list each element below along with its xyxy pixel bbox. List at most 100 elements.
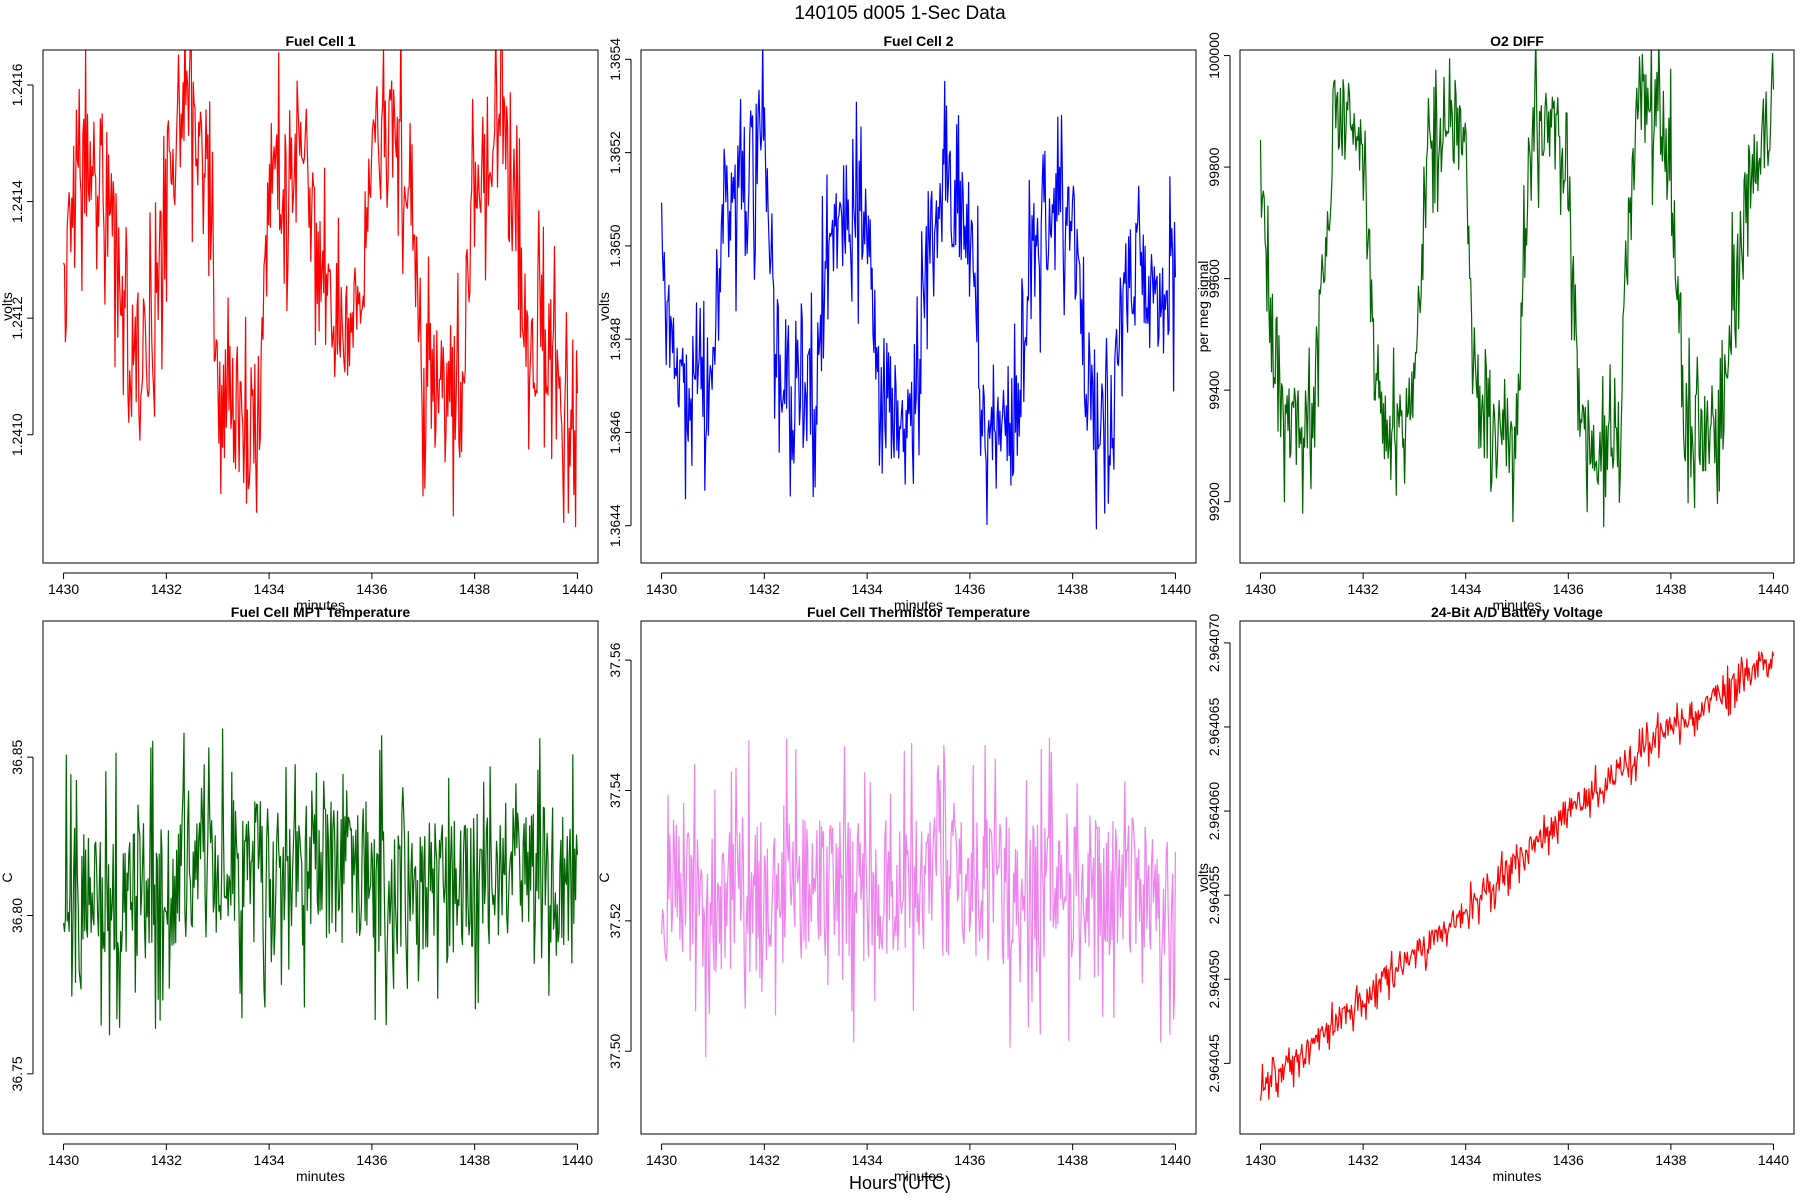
y-tick-label: 2.964045 xyxy=(1206,1034,1222,1093)
series-line xyxy=(1259,651,1775,1101)
panel-1: Fuel Cell 1 1430 1432 1434 1436 1438 1440 minut… xyxy=(0,33,599,613)
plot-frame xyxy=(42,49,599,564)
y-tick-label: 2.964070 xyxy=(1206,613,1222,672)
x-tick-label: 1432 xyxy=(151,581,182,597)
panel-title: Fuel Cell 2 xyxy=(883,33,953,49)
y-tick-label: 1.3652 xyxy=(607,131,623,174)
x-tick-label: 1440 xyxy=(562,581,593,597)
x-axis-label: minutes xyxy=(1492,1168,1541,1184)
x-tick-label: 1438 xyxy=(459,581,490,597)
y-tick-label: 1.3650 xyxy=(607,224,623,267)
y-axis-label: volts xyxy=(596,292,612,321)
y-tick-label: 99800 xyxy=(1206,147,1222,186)
panel-6: 24-Bit A/D Battery Voltage 1430 1432 1434 14… xyxy=(1195,604,1795,1184)
x-tick-label: 1430 xyxy=(1245,581,1276,597)
panel-title: Fuel Cell Thermistor Temperature xyxy=(807,604,1030,620)
x-tick-label: 1434 xyxy=(254,1152,285,1168)
y-axis-label: volts xyxy=(1195,863,1211,892)
y-axis-label: C xyxy=(0,872,15,882)
panel-4: Fuel Cell MPT Temperature 1430 1432 1434 143… xyxy=(0,604,599,1184)
x-tick-label: 1440 xyxy=(562,1152,593,1168)
x-tick-label: 1440 xyxy=(1160,1152,1191,1168)
x-tick-label: 1440 xyxy=(1758,1152,1789,1168)
y-tick-label: 37.56 xyxy=(607,642,623,677)
y-tick-label: 37.54 xyxy=(607,773,623,808)
figure-xlabel: Hours (UTC) xyxy=(849,1173,951,1193)
x-tick-label: 1432 xyxy=(1348,1152,1379,1168)
x-tick-label: 1432 xyxy=(749,1152,780,1168)
y-tick-label: 1.3644 xyxy=(607,504,623,547)
plot-frame xyxy=(42,620,599,1135)
y-tick-label: 1.3648 xyxy=(607,318,623,361)
x-tick-label: 1438 xyxy=(1057,581,1088,597)
x-tick-label: 1430 xyxy=(1245,1152,1276,1168)
x-axis-label: minutes xyxy=(894,597,943,613)
plot-frame xyxy=(640,620,1197,1135)
x-tick-label: 1436 xyxy=(356,1152,387,1168)
x-tick-label: 1434 xyxy=(1450,1152,1481,1168)
y-tick-label: 1.2410 xyxy=(9,413,25,456)
panel-title: 24-Bit A/D Battery Voltage xyxy=(1431,604,1603,620)
x-tick-label: 1434 xyxy=(254,581,285,597)
x-tick-label: 1436 xyxy=(356,581,387,597)
y-tick-label: 1.2416 xyxy=(9,63,25,106)
y-tick-label: 36.75 xyxy=(9,1056,25,1091)
x-axis-label: minutes xyxy=(1492,597,1541,613)
y-tick-label: 1.3646 xyxy=(607,411,623,454)
series-line xyxy=(1259,50,1775,528)
x-tick-label: 1436 xyxy=(1553,1152,1584,1168)
panel-2: Fuel Cell 2 1430 1432 1434 1436 1438 1440 minut… xyxy=(596,33,1197,613)
y-axis-label: volts xyxy=(0,292,15,321)
series-line xyxy=(661,737,1176,1058)
y-tick-label: 2.964055 xyxy=(1206,866,1222,925)
x-tick-label: 1436 xyxy=(954,581,985,597)
y-tick-label: 36.80 xyxy=(9,898,25,933)
x-tick-label: 1432 xyxy=(151,1152,182,1168)
panel-title: Fuel Cell 1 xyxy=(285,33,355,49)
y-tick-label: 36.85 xyxy=(9,739,25,774)
x-tick-label: 1430 xyxy=(646,1152,677,1168)
x-tick-label: 1440 xyxy=(1160,581,1191,597)
x-tick-label: 1432 xyxy=(749,581,780,597)
x-tick-label: 1438 xyxy=(1057,1152,1088,1168)
x-axis-label: minutes xyxy=(894,1168,943,1184)
y-tick-label: 1.3654 xyxy=(607,38,623,81)
x-axis-label: minutes xyxy=(296,597,345,613)
y-tick-label: 1.2412 xyxy=(9,297,25,340)
y-tick-label: 1.2414 xyxy=(9,180,25,223)
x-tick-label: 1432 xyxy=(1348,581,1379,597)
x-tick-label: 1436 xyxy=(954,1152,985,1168)
y-tick-label: 100000 xyxy=(1206,32,1222,79)
panel-5: Fuel Cell Thermistor Temperature 1430 1432… xyxy=(596,604,1197,1184)
y-tick-label: 99400 xyxy=(1206,370,1222,409)
plot-frame xyxy=(1239,620,1795,1135)
y-tick-label: 2.964060 xyxy=(1206,782,1222,841)
x-tick-label: 1436 xyxy=(1553,581,1584,597)
x-axis-label: minutes xyxy=(296,1168,345,1184)
x-tick-label: 1438 xyxy=(1655,581,1686,597)
panel-title: Fuel Cell MPT Temperature xyxy=(231,604,411,620)
panel-3: O2 DIFF 1430 1432 1434 1436 1438 1440 minutes 99… xyxy=(1195,32,1795,613)
x-tick-label: 1440 xyxy=(1758,581,1789,597)
y-tick-label: 2.964050 xyxy=(1206,950,1222,1009)
y-tick-label: 99600 xyxy=(1206,259,1222,298)
x-tick-label: 1430 xyxy=(48,581,79,597)
x-tick-label: 1430 xyxy=(48,1152,79,1168)
x-tick-label: 1434 xyxy=(852,581,883,597)
x-tick-label: 1438 xyxy=(459,1152,490,1168)
plot-frame xyxy=(640,49,1197,564)
panel-title: O2 DIFF xyxy=(1490,33,1544,49)
y-axis-label: C xyxy=(596,872,612,882)
x-tick-label: 1434 xyxy=(852,1152,883,1168)
x-tick-label: 1430 xyxy=(646,581,677,597)
y-axis-label: per meg signal xyxy=(1195,261,1211,353)
series-line xyxy=(63,728,578,1036)
y-tick-label: 37.52 xyxy=(607,903,623,938)
y-tick-label: 2.964065 xyxy=(1206,698,1222,757)
figure-title: 140105 d005 1-Sec Data xyxy=(794,3,1006,24)
y-tick-label: 37.50 xyxy=(607,1033,623,1068)
x-tick-label: 1434 xyxy=(1450,581,1481,597)
series-line xyxy=(661,50,1176,530)
plot-frame xyxy=(1239,49,1795,564)
